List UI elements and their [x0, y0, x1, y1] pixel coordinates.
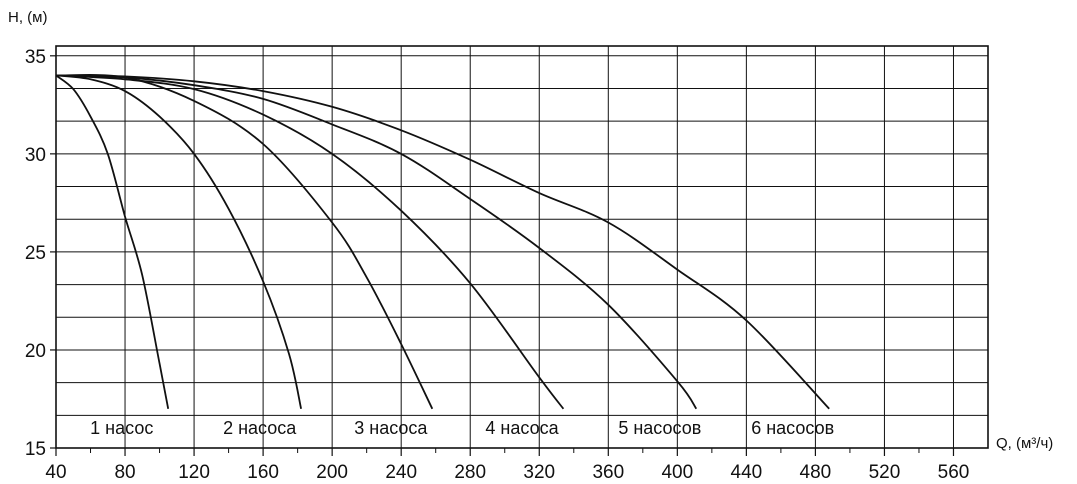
series-label-4: 4 насоса: [485, 418, 559, 438]
x-tick-label: 480: [800, 462, 832, 483]
y-tick-label: 15: [25, 439, 46, 460]
y-tick-label: 35: [25, 47, 46, 68]
y-tick-label: 20: [25, 341, 46, 362]
x-tick-label: 120: [178, 462, 210, 483]
series-label-1: 1 насос: [90, 418, 153, 438]
x-axis-title: Q, (м³/ч): [996, 435, 1053, 452]
series-line-1: [55, 74, 170, 409]
y-tick-label: 25: [25, 243, 46, 264]
series-line-5: [55, 74, 698, 410]
series-label-3: 3 насоса: [354, 418, 428, 438]
series-label-2: 2 насоса: [223, 418, 297, 438]
series-line-4: [55, 74, 565, 410]
x-tick-label: 320: [523, 462, 555, 483]
series-line-6: [55, 74, 830, 410]
y-axis-title: H, (м): [8, 9, 47, 26]
series-label-6: 6 насосов: [751, 418, 834, 438]
x-tick-label: 80: [114, 462, 135, 483]
series-line-2: [55, 74, 302, 409]
y-tick-label: 30: [25, 145, 46, 166]
series-label-5: 5 насосов: [618, 418, 701, 438]
x-tick-label: 400: [661, 462, 693, 483]
x-tick-label: 240: [385, 462, 417, 483]
x-tick-label: 160: [247, 462, 279, 483]
x-tick-label: 520: [869, 462, 901, 483]
x-tick-label: 280: [454, 462, 486, 483]
x-tick-label: 560: [938, 462, 970, 483]
plot-frame: [55, 45, 989, 449]
series-line-3: [55, 73, 434, 410]
x-tick-label: 200: [316, 462, 348, 483]
x-tick-label: 360: [592, 462, 624, 483]
x-tick-label: 40: [45, 462, 66, 483]
x-tick-label: 440: [731, 462, 763, 483]
